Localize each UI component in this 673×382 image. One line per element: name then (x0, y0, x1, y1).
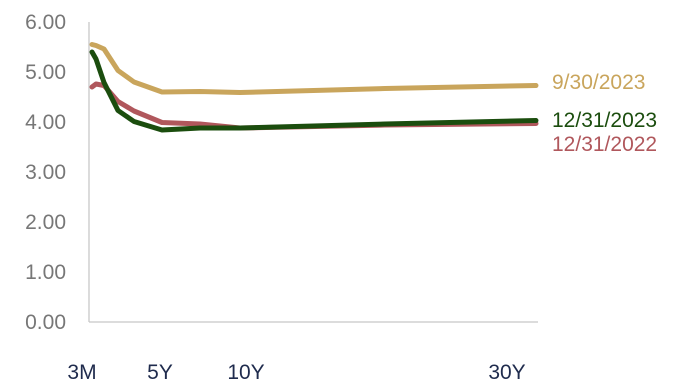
series-label: 12/31/2023 (552, 109, 657, 132)
y-tick-label: 2.00 (25, 211, 66, 234)
x-tick-labels: 3M 5Y 10Y 30Y (67, 361, 525, 382)
series-line (89, 49, 539, 133)
x-tick-label: 5Y (147, 361, 173, 382)
y-tick-label: 3.00 (25, 161, 66, 184)
y-tick-label: 0.00 (25, 311, 66, 334)
x-tick-label: 3M (67, 361, 96, 382)
series-line (89, 42, 539, 95)
y-tick-label: 6.00 (25, 11, 66, 34)
axes (88, 22, 538, 323)
y-tick-labels: 0.00 1.00 2.00 3.00 4.00 5.00 6.00 (25, 11, 66, 334)
x-tick-label: 30Y (488, 361, 525, 382)
series-label: 12/31/2022 (552, 133, 657, 156)
y-tick-label: 1.00 (25, 261, 66, 284)
x-tick-label: 10Y (227, 361, 264, 382)
y-tick-label: 5.00 (25, 61, 66, 84)
y-tick-label: 4.00 (25, 111, 66, 134)
series-label: 9/30/2023 (552, 71, 645, 94)
series-lines (89, 42, 539, 133)
